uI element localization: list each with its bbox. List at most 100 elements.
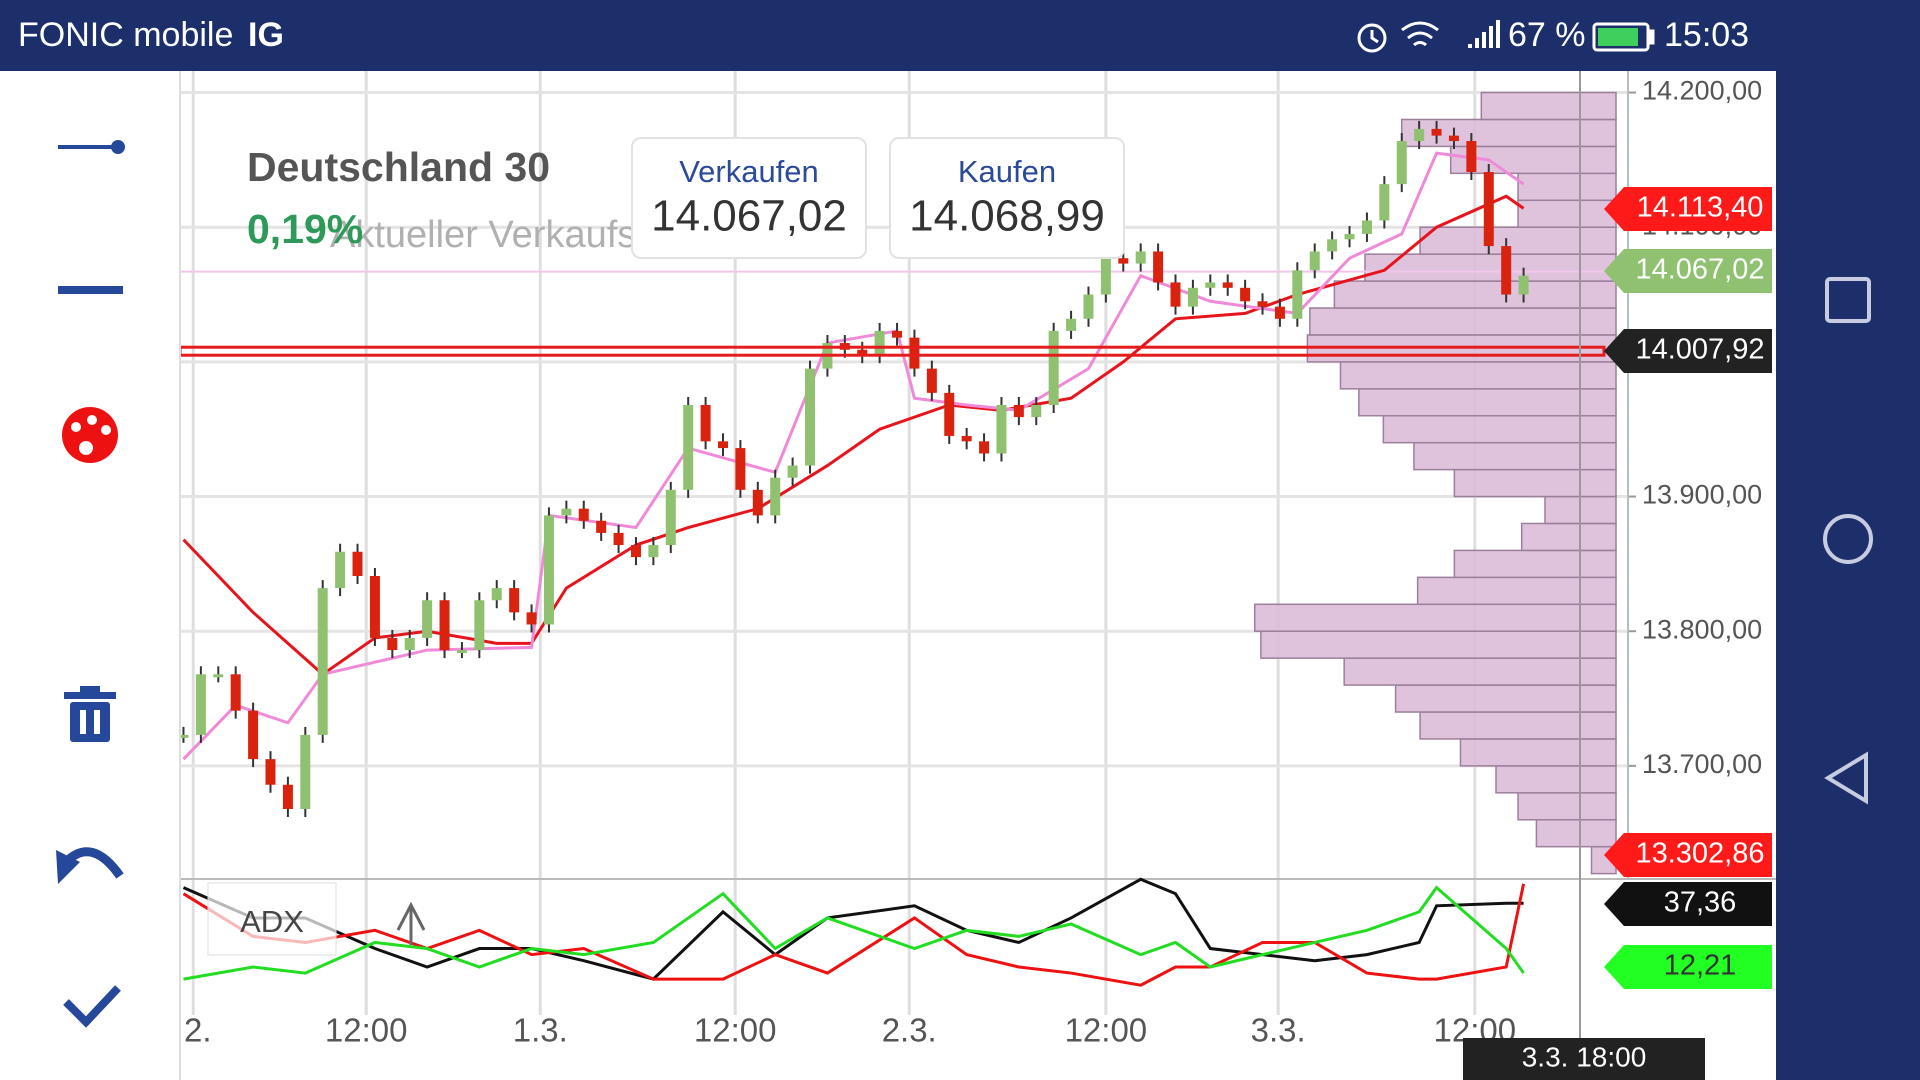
profile-bar — [1413, 441, 1617, 471]
x-tick-label: 3.3. — [1251, 1012, 1306, 1049]
battery-level: 67 % — [1508, 16, 1586, 54]
x-tick-label: 2.3. — [882, 1012, 937, 1049]
candle — [1292, 270, 1303, 319]
profile-bar — [1517, 199, 1617, 228]
profile-bar — [1416, 576, 1617, 606]
candle — [857, 349, 868, 356]
candle — [404, 637, 415, 651]
candle — [1153, 251, 1164, 283]
delete-tool[interactable] — [64, 686, 116, 742]
trendline-tool[interactable] — [58, 140, 125, 154]
profile-bar — [1517, 172, 1617, 202]
candle — [352, 551, 363, 576]
candle — [422, 600, 433, 638]
candle — [195, 674, 206, 735]
nav-bar — [1776, 71, 1920, 1080]
candle — [944, 392, 955, 436]
profile-bar — [1394, 684, 1617, 713]
candle — [456, 650, 467, 654]
candle — [1013, 404, 1024, 418]
candle — [1205, 282, 1216, 288]
candle — [892, 330, 903, 338]
candle — [787, 465, 798, 478]
undo-tool[interactable] — [56, 847, 124, 884]
profile-bar — [1333, 280, 1617, 309]
candle — [282, 784, 293, 809]
button-bg — [889, 137, 1125, 259]
crosshair-label-bg — [1463, 1038, 1705, 1080]
toolbar — [0, 71, 181, 1080]
candle — [369, 576, 380, 638]
confirm-tool[interactable] — [63, 985, 121, 1028]
indicator-line — [182, 877, 1524, 981]
candle — [439, 600, 450, 651]
color-tool[interactable] — [62, 407, 118, 463]
candle — [979, 441, 990, 454]
candle — [752, 489, 763, 516]
indicator-label-box — [207, 882, 337, 956]
y-tick-label: 13.700,00 — [1642, 749, 1762, 779]
candle — [613, 532, 624, 546]
y-tick-label: 13.900,00 — [1642, 480, 1762, 510]
candle — [683, 404, 694, 490]
sell-button[interactable]: Verkaufen 14.067,02 — [631, 137, 867, 259]
candle — [630, 545, 641, 558]
candle — [665, 489, 676, 546]
button-bg — [631, 137, 867, 259]
moving-average — [182, 194, 1525, 677]
profile-bar — [1495, 765, 1617, 794]
price-tag-label: 14.067,02 — [1635, 254, 1764, 286]
candle — [1396, 141, 1407, 185]
candle — [387, 637, 398, 651]
quote-price: 14.068,99 — [909, 192, 1105, 241]
candle — [335, 551, 346, 589]
candle — [1344, 233, 1355, 240]
price-tag-label: 13.302,86 — [1635, 838, 1764, 870]
price-tag-label: 14.007,92 — [1635, 334, 1764, 366]
indicator-line — [182, 883, 1526, 987]
y-tick-label: 14.200,00 — [1642, 76, 1762, 106]
hline-tool[interactable] — [58, 286, 123, 294]
candle — [961, 435, 972, 442]
toolbar-bg — [0, 71, 180, 1080]
recents-button[interactable] — [1825, 277, 1871, 323]
candle — [230, 674, 241, 711]
profile-bar — [1480, 91, 1617, 121]
profile-bar — [1309, 307, 1617, 336]
candle — [1448, 135, 1459, 142]
candle — [213, 674, 224, 678]
profile-bar — [1364, 253, 1617, 282]
candle — [770, 477, 781, 516]
candle — [1274, 306, 1285, 319]
buy-button[interactable]: Kaufen 14.068,99 — [889, 137, 1125, 259]
candle — [1031, 404, 1042, 418]
candle — [926, 368, 937, 393]
candle — [1466, 141, 1477, 172]
candle — [1361, 220, 1372, 234]
candle — [265, 759, 276, 785]
carrier-badge: IG — [248, 16, 284, 54]
indicator-label: ADX — [240, 904, 304, 939]
profile-bar — [1343, 657, 1617, 686]
x-tick-label: 12:00 — [694, 1012, 777, 1049]
candle — [248, 710, 259, 760]
candle — [648, 545, 659, 558]
y-tick-label: 13.800,00 — [1642, 614, 1762, 644]
back-button[interactable] — [1824, 751, 1868, 805]
home-button[interactable] — [1823, 514, 1873, 564]
candle — [1222, 282, 1233, 288]
candle — [1501, 246, 1512, 295]
price-tag — [1604, 249, 1772, 293]
candle — [1048, 330, 1059, 405]
instrument-name: Deutschland 30 — [247, 144, 550, 190]
candle — [1414, 128, 1425, 142]
candle — [1118, 258, 1129, 264]
chart: .2. 12:00 1.3. 12:00 2.3. 12:00 3.3. 12:0013.70… — [175, 71, 1776, 1080]
candle — [718, 441, 728, 449]
candle — [1135, 251, 1146, 264]
candle — [1431, 128, 1442, 136]
profile-bar — [1453, 549, 1617, 579]
candle — [1100, 258, 1111, 295]
candle — [735, 448, 746, 490]
candle — [526, 612, 537, 625]
